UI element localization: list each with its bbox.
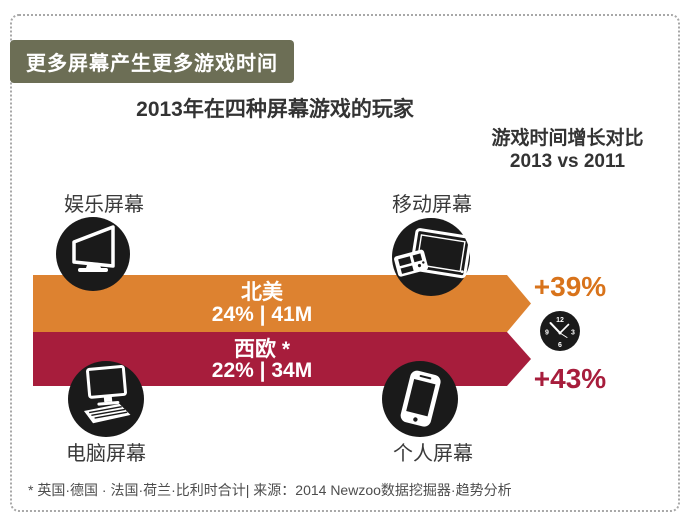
smartphone-icon <box>382 361 458 437</box>
svg-text:3: 3 <box>571 330 575 337</box>
screen-label-personal: 个人屏幕 <box>393 443 473 465</box>
band-north-america <box>33 275 531 332</box>
region-name-north-america: 北美 <box>241 281 283 304</box>
region-name-western-europe: 西欧 * <box>233 338 290 361</box>
tv-icon <box>56 217 130 291</box>
region-stats-north-america: 24% | 41M <box>211 303 313 326</box>
screen-label-computer: 电脑屏幕 <box>66 443 146 465</box>
region-stats-western-europe: 22% | 34M <box>211 359 313 382</box>
screen-label-mobile: 移动屏幕 <box>392 194 472 216</box>
screen-label-entertainment: 娱乐屏幕 <box>64 194 144 216</box>
tablet-handheld-icon <box>392 218 472 296</box>
clock-icon: 12 3 6 9 <box>540 311 580 351</box>
growth-north-america: +39% <box>533 271 607 302</box>
headline-badge: 更多屏幕产生更多游戏时间 <box>10 40 294 83</box>
dotted-border-frame <box>10 14 680 512</box>
desktop-computer-icon <box>68 361 144 437</box>
footnote-source: * 英国·德国 · 法国·荷兰·比利时合计| 来源：2014 Newzoo数据挖… <box>28 482 512 498</box>
comparison-heading-line1: 游戏时间增长对比 <box>491 128 644 149</box>
chart-title: 2013年在四种屏幕游戏的玩家 <box>136 98 414 121</box>
comparison-heading: 游戏时间增长对比 2013 vs 2011 <box>460 127 675 173</box>
svg-text:9: 9 <box>545 330 549 337</box>
growth-western-europe: +43% <box>533 363 607 394</box>
comparison-heading-line2: 2013 vs 2011 <box>509 151 626 172</box>
svg-text:12: 12 <box>556 317 564 324</box>
svg-text:6: 6 <box>558 342 562 349</box>
